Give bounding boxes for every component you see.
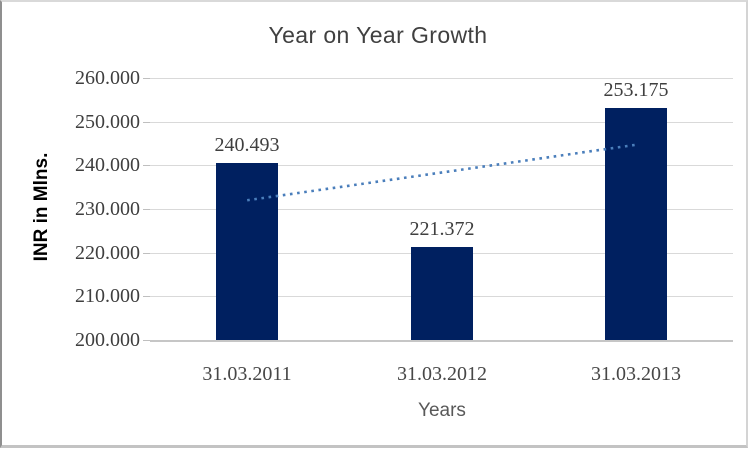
y-axis-tick-mark (143, 78, 150, 79)
bar (605, 108, 667, 340)
y-axis-tick-label: 250.000 (75, 111, 140, 133)
bar-data-label: 221.372 (409, 218, 475, 240)
bar (216, 163, 278, 340)
y-axis-tick-mark (143, 340, 150, 341)
y-axis-tick-mark (143, 296, 150, 297)
y-axis-tick-label: 210.000 (75, 285, 140, 307)
y-axis-tick-label: 260.000 (75, 67, 140, 89)
y-axis-tick-label: 240.000 (75, 154, 140, 176)
x-axis-category-label: 31.03.2013 (591, 363, 681, 385)
gridline (150, 165, 733, 166)
gridline (150, 209, 733, 210)
y-axis-tick-mark (143, 209, 150, 210)
y-axis-tick-label: 220.000 (75, 242, 140, 264)
chart-title: Year on Year Growth (268, 22, 488, 48)
trendline (246, 143, 637, 202)
y-axis-tick-mark (143, 165, 150, 166)
x-axis-title: Years (418, 400, 466, 421)
x-axis-category-label: 31.03.2012 (397, 363, 487, 385)
y-axis-tick-label: 230.000 (75, 198, 140, 220)
y-axis-tick-label: 200.000 (75, 329, 140, 351)
bar-data-label: 240.493 (214, 134, 280, 156)
y-axis-tick-mark (143, 253, 150, 254)
y-axis-tick-mark (143, 122, 150, 123)
x-axis-category-label: 31.03.2011 (202, 363, 292, 385)
bar-data-label: 253.175 (603, 79, 669, 101)
x-axis-line (150, 340, 733, 342)
gridline (150, 122, 733, 123)
bar (411, 247, 473, 340)
gridline (150, 78, 733, 79)
